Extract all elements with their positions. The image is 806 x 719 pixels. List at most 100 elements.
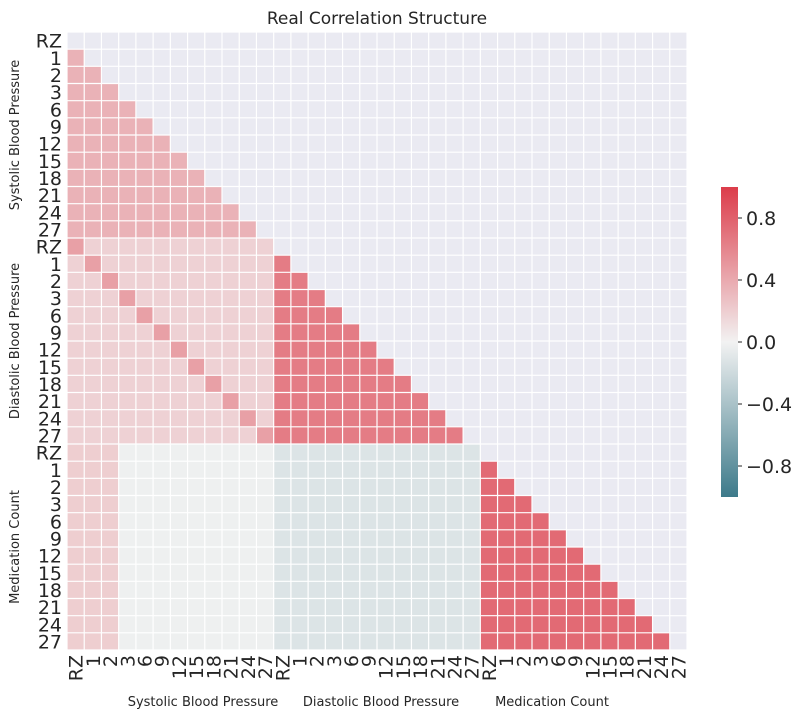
heatmap-cell	[308, 341, 326, 359]
heatmap-cell	[359, 512, 377, 530]
heatmap-cell	[342, 341, 360, 359]
heatmap-cell	[239, 564, 257, 582]
heatmap-cell	[101, 323, 119, 341]
heatmap-cell	[222, 564, 240, 582]
col-tick-label: 24	[651, 655, 673, 679]
heatmap-cell	[325, 392, 343, 410]
heatmap-cell	[290, 306, 309, 324]
heatmap-cell	[394, 598, 412, 616]
heatmap-cell	[359, 564, 377, 582]
heatmap-cell	[84, 512, 102, 530]
heatmap-cell	[84, 495, 102, 513]
heatmap-cell	[153, 444, 171, 462]
row-group-labels: Systolic Blood Pressure Diastolic Blood P…	[8, 60, 23, 604]
heatmap-cell	[118, 220, 136, 238]
heatmap-cell	[118, 117, 136, 135]
heatmap-cell	[67, 529, 85, 547]
heatmap-cell	[359, 341, 377, 359]
heatmap-cell	[394, 495, 412, 513]
colorbar-ticks: 0.8 0.4 0.0 −0.4 −0.8	[738, 208, 792, 478]
heatmap-cell	[135, 581, 154, 599]
heatmap-cell	[308, 289, 326, 307]
heatmap-cell	[497, 581, 515, 599]
heatmap-cell	[428, 409, 446, 427]
heatmap-cell	[204, 478, 222, 496]
heatmap-cell	[377, 598, 395, 616]
heatmap-cell	[153, 255, 171, 273]
heatmap-cell	[359, 392, 377, 410]
row-tick-label: 27	[38, 631, 62, 653]
heatmap-cell	[204, 598, 222, 616]
heatmap-cell	[308, 564, 326, 582]
heatmap-cell	[204, 392, 222, 410]
heatmap-cell	[204, 615, 222, 633]
heatmap-cell	[204, 255, 222, 273]
heatmap-cell	[84, 323, 102, 341]
heatmap-cell	[256, 341, 274, 359]
heatmap-cell	[67, 512, 85, 530]
heatmap-cell	[342, 529, 360, 547]
heatmap-cell	[222, 238, 240, 256]
heatmap-cell	[532, 581, 550, 599]
heatmap-cell	[411, 495, 429, 513]
heatmap-cell	[273, 426, 291, 444]
heatmap-cell	[67, 272, 85, 290]
heatmap-cell	[153, 169, 171, 187]
heatmap-cell	[153, 341, 171, 359]
heatmap-cell	[222, 203, 240, 221]
heatmap-cell	[549, 598, 567, 616]
heatmap-cell	[67, 598, 85, 616]
heatmap-cell	[101, 289, 119, 307]
heatmap-cell	[325, 495, 343, 513]
heatmap-cell	[170, 392, 188, 410]
row-group-label: Diastolic Blood Pressure	[8, 263, 23, 419]
heatmap-cell	[67, 478, 85, 496]
heatmap-cell	[377, 444, 395, 462]
heatmap-cell	[118, 152, 136, 170]
heatmap-cell	[273, 581, 291, 599]
heatmap-cell	[135, 289, 154, 307]
heatmap-cell	[325, 478, 343, 496]
heatmap-cell	[532, 632, 550, 650]
heatmap-cell	[273, 547, 291, 565]
heatmap-cell	[411, 392, 429, 410]
heatmap-cell	[377, 495, 395, 513]
heatmap-cell	[170, 238, 188, 256]
colorbar-tick-label: 0.4	[746, 270, 776, 292]
heatmap-cells	[66, 31, 688, 651]
heatmap-cell	[445, 598, 464, 616]
row-tick-label: 18	[38, 580, 62, 602]
row-tick-label: 18	[38, 374, 62, 396]
heatmap-cell	[239, 341, 257, 359]
heatmap-cell	[239, 512, 257, 530]
heatmap-cell	[445, 615, 464, 633]
heatmap-cell	[359, 598, 377, 616]
heatmap-cell	[273, 461, 291, 479]
heatmap-cell	[135, 341, 154, 359]
heatmap-cell	[187, 598, 205, 616]
heatmap-cell	[187, 323, 205, 341]
heatmap-cell	[222, 495, 240, 513]
colorbar-tick-label: 0.8	[746, 208, 776, 230]
heatmap-cell	[342, 581, 360, 599]
heatmap-cell	[342, 358, 360, 376]
heatmap-cell	[187, 495, 205, 513]
heatmap-cell	[583, 598, 601, 616]
heatmap-cell	[135, 392, 154, 410]
heatmap-cell	[84, 100, 102, 118]
row-tick-label: 12	[38, 546, 62, 568]
heatmap-cell	[135, 632, 154, 650]
heatmap-cell	[394, 461, 412, 479]
heatmap-cell	[239, 238, 257, 256]
heatmap-cell	[411, 598, 429, 616]
row-tick-labels: RZ12369121518212427RZ12369121518212427RZ…	[36, 31, 62, 654]
heatmap-cell	[153, 512, 171, 530]
colorbar-tick-label: 0.0	[746, 332, 776, 354]
heatmap-cell	[239, 306, 257, 324]
heatmap-cell	[67, 152, 85, 170]
col-tick-label: 27	[668, 655, 690, 679]
chart-title: Real Correlation Structure	[267, 9, 487, 29]
heatmap-cell	[153, 289, 171, 307]
heatmap-cell	[67, 564, 85, 582]
heatmap-cell	[101, 135, 119, 153]
